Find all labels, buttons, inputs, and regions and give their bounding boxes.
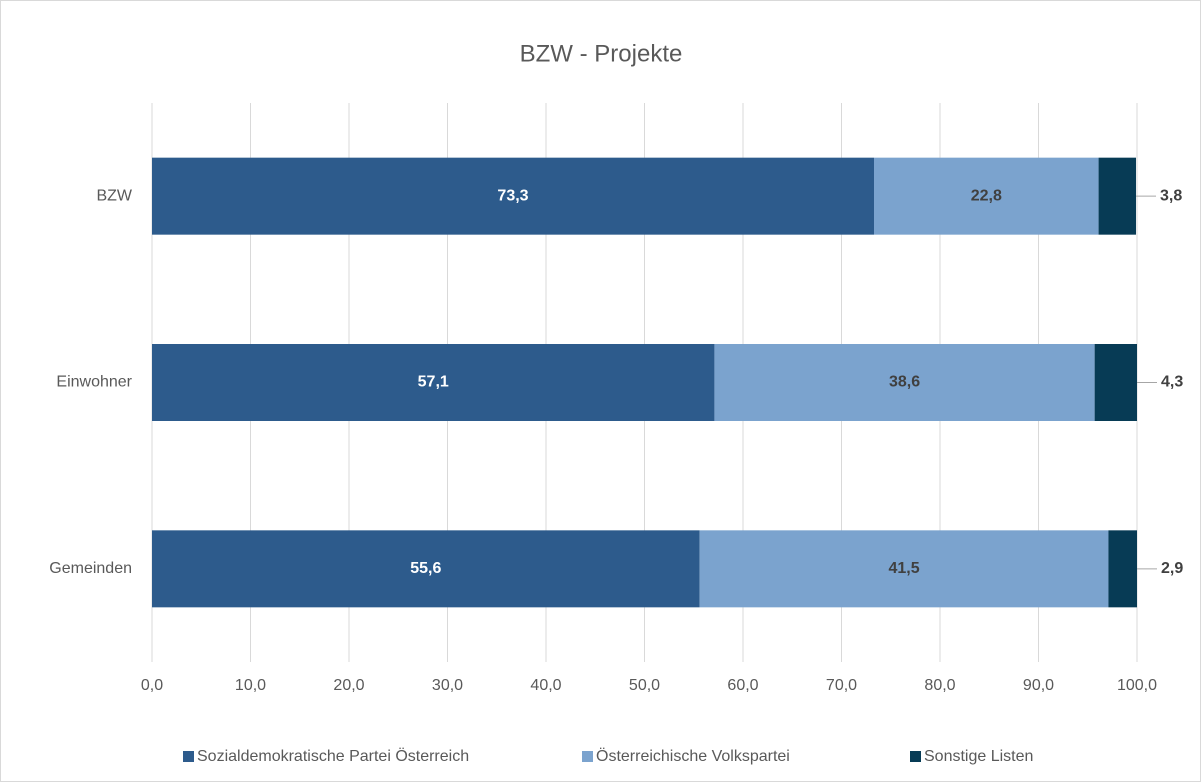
data-label: 22,8 <box>971 187 1002 204</box>
x-tick-label: 80,0 <box>924 677 955 694</box>
x-tick-label: 0,0 <box>141 677 163 694</box>
x-tick-label: 50,0 <box>629 677 660 694</box>
legend-swatch <box>183 751 194 762</box>
x-tick-label: 100,0 <box>1117 677 1157 694</box>
bar-segment <box>874 157 1099 235</box>
data-label: 2,9 <box>1161 560 1183 577</box>
bar-segment <box>152 344 715 421</box>
x-tick-label: 90,0 <box>1023 677 1054 694</box>
y-tick-label: Einwohner <box>56 374 132 391</box>
x-tick-label: 20,0 <box>333 677 364 694</box>
bar-segment <box>1108 530 1137 608</box>
legend-label: Österreichische Volkspartei <box>596 747 790 765</box>
bar-segment <box>152 530 700 608</box>
data-label: 73,3 <box>497 187 528 204</box>
legend-label: Sozialdemokratische Partei Österreich <box>197 747 469 765</box>
data-label: 38,6 <box>889 374 920 391</box>
data-label: 57,1 <box>418 374 449 391</box>
y-tick-label: BZW <box>96 187 132 204</box>
legend-swatch <box>582 751 593 762</box>
data-label: 3,8 <box>1160 187 1182 204</box>
y-tick-label: Gemeinden <box>49 560 132 577</box>
data-label: 4,3 <box>1161 374 1183 391</box>
x-tick-label: 30,0 <box>432 677 463 694</box>
bar-segment <box>714 344 1095 421</box>
legend-label: Sonstige Listen <box>924 748 1033 765</box>
x-tick-label: 70,0 <box>826 677 857 694</box>
legend-swatch <box>910 751 921 762</box>
data-label: 41,5 <box>888 560 919 577</box>
bar-segment <box>1094 344 1137 421</box>
x-tick-label: 10,0 <box>235 677 266 694</box>
bar-segment <box>1098 157 1137 235</box>
bar-segment <box>152 157 875 235</box>
bar-segment <box>699 530 1109 608</box>
data-label: 55,6 <box>410 560 441 577</box>
x-tick-label: 40,0 <box>530 677 561 694</box>
chart-title: BZW - Projekte <box>520 40 683 67</box>
x-tick-label: 60,0 <box>727 677 758 694</box>
